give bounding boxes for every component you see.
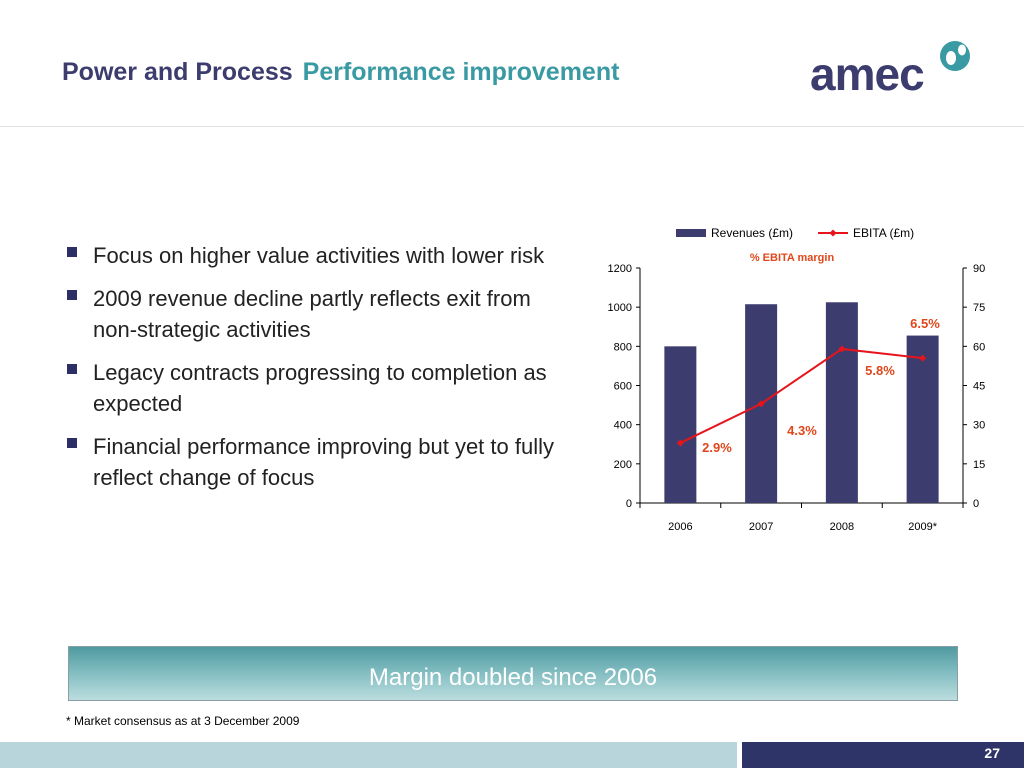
revenue-ebita-chart: 0 200 400 600 800 1000 1200 0 15 30 45 60 75 90 2006 20… [608, 226, 986, 533]
revenue-bar [825, 302, 858, 503]
logo-mark-icon [940, 41, 970, 71]
bullet-square-icon [67, 247, 77, 257]
bullet-item: Financial performance improving but yet … [64, 431, 564, 493]
revenue-bar [664, 346, 697, 503]
y-right-tick-label: 0 [973, 498, 979, 510]
logo-text: amec [810, 48, 924, 96]
amec-logo: amec [810, 41, 970, 96]
y-left-tick-label: 800 [614, 341, 632, 353]
footnote: * Market consensus as at 3 December 2009 [66, 714, 300, 728]
bullet-item: Legacy contracts progressing to completi… [64, 357, 564, 419]
page-title: Power and Process Performance improvement [62, 58, 619, 87]
y-right-tick-label: 15 [973, 459, 985, 471]
y-right-tick-label: 75 [973, 302, 985, 314]
legend-label-ebita: EBITA (£m) [853, 226, 914, 240]
y-left-tick-label: 400 [614, 420, 632, 432]
ebita-point [919, 354, 927, 362]
bullet-item: 2009 revenue decline partly reflects exi… [64, 283, 564, 345]
header-divider [0, 126, 1024, 127]
ebita-point [757, 400, 765, 408]
legend-swatch-revenues [676, 229, 706, 237]
y-left-tick-label: 1200 [608, 263, 632, 275]
annotation-label: % EBITA margin [750, 252, 835, 264]
ebita-point [676, 439, 684, 447]
bullet-item: Focus on higher value activities with lo… [64, 240, 564, 271]
revenue-bar [906, 335, 939, 503]
x-tick-label: 2008 [830, 521, 854, 533]
y-left-tick-label: 200 [614, 459, 632, 471]
margin-annotation: 4.3% [787, 423, 817, 438]
x-tick-label: 2009* [908, 521, 937, 533]
y-right-tick-label: 60 [973, 341, 985, 353]
y-right-tick-label: 45 [973, 381, 985, 393]
y-left-tick-label: 600 [614, 381, 632, 393]
bullet-square-icon [67, 438, 77, 448]
margin-callout: Margin doubled since 2006 [68, 646, 958, 701]
ebita-line [679, 347, 923, 444]
title-sub: Performance improvement [302, 58, 620, 86]
bullet-square-icon [67, 364, 77, 374]
y-right-tick-label: 90 [973, 263, 985, 275]
y-left-tick-label: 0 [626, 498, 632, 510]
title-main: Power and Process [62, 58, 293, 86]
page-number: 27 [984, 745, 1000, 761]
legend-marker-ebita [829, 229, 837, 237]
bullet-square-icon [67, 290, 77, 300]
margin-annotation: 6.5% [910, 316, 940, 331]
x-tick-label: 2007 [749, 521, 773, 533]
margin-annotation: 2.9% [702, 440, 732, 455]
bullet-list: Focus on higher value activities with lo… [64, 240, 564, 505]
ebita-point [838, 345, 846, 353]
y-right-tick-label: 30 [973, 420, 985, 432]
x-tick-label: 2006 [668, 521, 692, 533]
footer-band [0, 742, 737, 768]
margin-annotation: 5.8% [865, 363, 895, 378]
footer-band-dark [742, 742, 1024, 768]
y-left-tick-label: 1000 [608, 302, 632, 314]
legend-label-revenues: Revenues (£m) [711, 226, 793, 240]
